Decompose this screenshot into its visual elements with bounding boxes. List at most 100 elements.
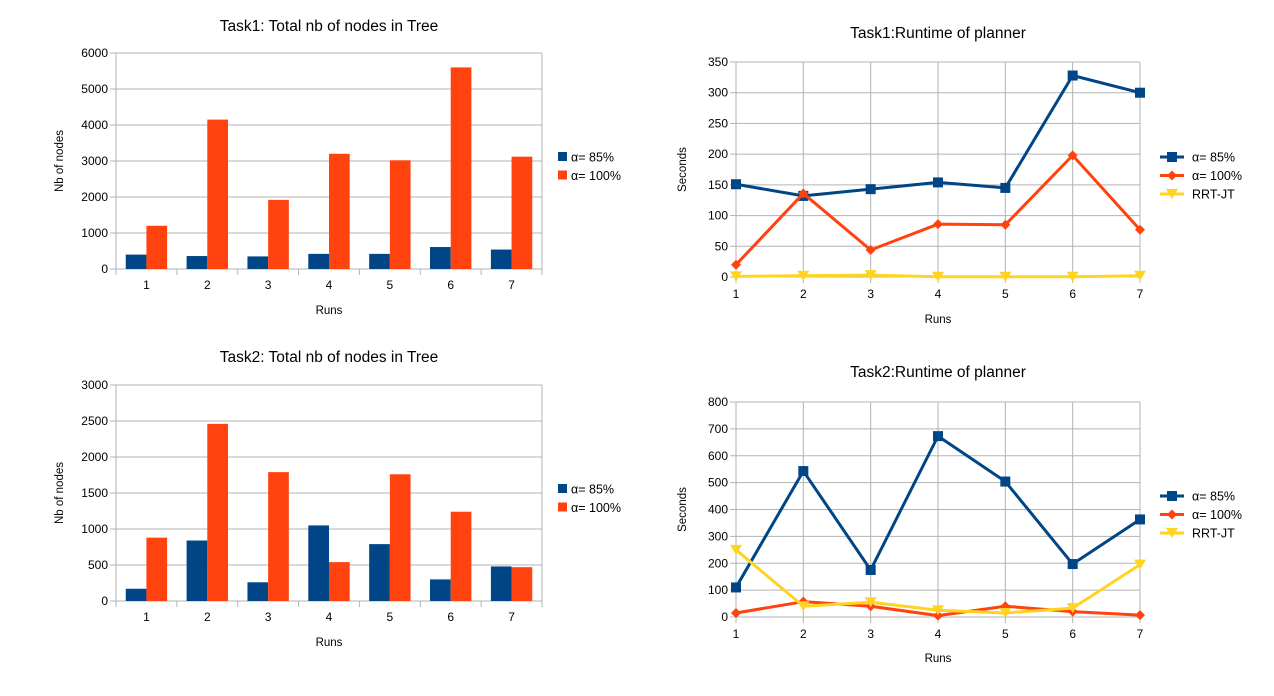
- y-tick-label: 300: [708, 86, 728, 100]
- point-series1-run7: [1135, 87, 1145, 98]
- legend: α= 85% α= 100% RRT-JT: [1160, 151, 1242, 202]
- point-series1-run1: [731, 179, 741, 190]
- x-tick-label: 4: [935, 627, 942, 641]
- bar-alpha85-run1: [125, 588, 147, 601]
- y-tick-label: 3000: [81, 154, 108, 168]
- legend-marker-1: [1167, 491, 1177, 501]
- x-axis-label: Runs: [316, 637, 343, 649]
- legend-marker-1: [1167, 152, 1177, 162]
- point-series1-run7: [1135, 514, 1145, 525]
- legend-swatch-1: [558, 152, 567, 161]
- y-tick-label: 150: [708, 178, 728, 192]
- y-tick-label: 200: [708, 147, 728, 161]
- point-series3-run6: [1066, 271, 1079, 282]
- bar-alpha100-run5: [389, 160, 411, 269]
- x-tick-label: 4: [935, 287, 942, 301]
- y-tick-label: 0: [101, 594, 108, 608]
- point-series1-run4: [933, 177, 943, 188]
- point-series2-run2: [798, 188, 809, 199]
- legend-label-2: α= 100%: [571, 501, 621, 515]
- chart-2: Task1:Runtime of planner 0 50 100 150 200 250 3…: [677, 25, 1242, 326]
- bar-alpha85-run2: [186, 256, 208, 269]
- point-series2-run6: [1067, 150, 1078, 161]
- bar-alpha85-run5: [369, 253, 390, 269]
- bar-alpha100-run2: [207, 119, 228, 269]
- legend-swatch-1: [558, 484, 567, 493]
- x-tick-label: 1: [733, 627, 740, 641]
- legend-label-3: RRT-JT: [1192, 188, 1235, 202]
- y-tick-label: 800: [708, 395, 728, 409]
- legend: α= 85% α= 100%: [558, 151, 621, 183]
- x-axis-label: Runs: [925, 653, 952, 665]
- y-tick-label: 0: [101, 262, 108, 276]
- x-tick-label: 7: [1137, 287, 1144, 301]
- y-tick-label: 350: [708, 55, 728, 69]
- y-tick-label: 100: [708, 209, 728, 223]
- chart-4: Task2:Runtime of planner 0 100 200 300 400 500…: [677, 364, 1242, 665]
- point-series1-run4: [933, 431, 943, 442]
- point-series2-run7: [1135, 224, 1145, 235]
- bar-alpha100-run3: [268, 199, 289, 269]
- x-tick-label: 6: [1069, 287, 1076, 301]
- x-tick-label: 7: [508, 278, 515, 292]
- bar-alpha85-run3: [247, 582, 269, 601]
- x-tick-label: 4: [326, 610, 333, 624]
- bar-alpha100-run6: [450, 511, 472, 601]
- bar-alpha100-run1: [146, 537, 168, 601]
- legend-label-1: α= 85%: [1192, 151, 1235, 165]
- y-tick-label: 0: [721, 270, 728, 284]
- y-tick-label: 500: [708, 476, 728, 490]
- bar-alpha100-run7: [511, 156, 533, 269]
- y-tick-label: 300: [708, 529, 728, 543]
- chart-1: Task1: Total nb of nodes in Tree 0 1000 200…: [54, 18, 621, 317]
- point-series3-run4: [932, 271, 944, 282]
- y-tick-label: 700: [708, 422, 728, 436]
- bar-alpha85-run4: [308, 525, 329, 601]
- legend-swatch-2: [558, 170, 567, 180]
- legend-marker-2: [1167, 509, 1177, 520]
- x-tick-label: 3: [265, 610, 272, 624]
- x-tick-label: 5: [387, 610, 394, 624]
- legend-label-1: α= 85%: [1192, 490, 1235, 504]
- point-series3-run5: [999, 271, 1012, 282]
- y-tick-label: 2000: [81, 190, 108, 204]
- bar-alpha85-run2: [186, 540, 208, 601]
- legend-marker-3: [1166, 528, 1178, 538]
- y-tick-label: 6000: [81, 46, 108, 60]
- legend: α= 85% α= 100%: [558, 483, 621, 515]
- y-tick-label: 1500: [81, 486, 108, 500]
- y-tick-label: 50: [715, 239, 729, 253]
- x-tick-label: 2: [800, 287, 807, 301]
- point-series1-run5: [1000, 182, 1011, 193]
- legend-swatch-2: [558, 502, 567, 512]
- x-tick-label: 7: [508, 610, 515, 624]
- chart-title: Task1:Runtime of planner: [850, 25, 1026, 42]
- x-tick-label: 2: [204, 278, 211, 292]
- chart-title: Task2:Runtime of planner: [850, 364, 1026, 381]
- y-tick-label: 100: [708, 583, 728, 597]
- y-axis-label: Seconds: [677, 147, 689, 192]
- bar-alpha85-run6: [430, 579, 451, 601]
- x-tick-label: 1: [733, 287, 740, 301]
- point-series2-run5: [1000, 219, 1011, 230]
- x-tick-label: 3: [867, 287, 874, 301]
- bar-alpha85-run6: [430, 247, 451, 269]
- point-series2-run4: [933, 219, 943, 230]
- y-tick-label: 400: [708, 503, 728, 517]
- legend-label-2: α= 100%: [571, 169, 621, 183]
- point-series3-run1: [730, 271, 742, 282]
- chart-3: Task2: Total nb of nodes in Tree 0 500 1000…: [54, 349, 621, 649]
- y-tick-label: 2000: [81, 450, 108, 464]
- y-tick-label: 1000: [81, 226, 108, 240]
- x-axis-label: Runs: [316, 305, 343, 317]
- point-series1-run1: [731, 582, 741, 593]
- y-tick-label: 1000: [81, 522, 108, 536]
- x-tick-label: 6: [447, 278, 454, 292]
- y-axis-label: Nb of nodes: [54, 462, 66, 524]
- point-series3-run3: [864, 597, 877, 608]
- bar-alpha85-run7: [490, 249, 512, 269]
- bar-alpha100-run4: [329, 562, 350, 601]
- y-tick-label: 200: [708, 556, 728, 570]
- x-tick-label: 6: [447, 610, 454, 624]
